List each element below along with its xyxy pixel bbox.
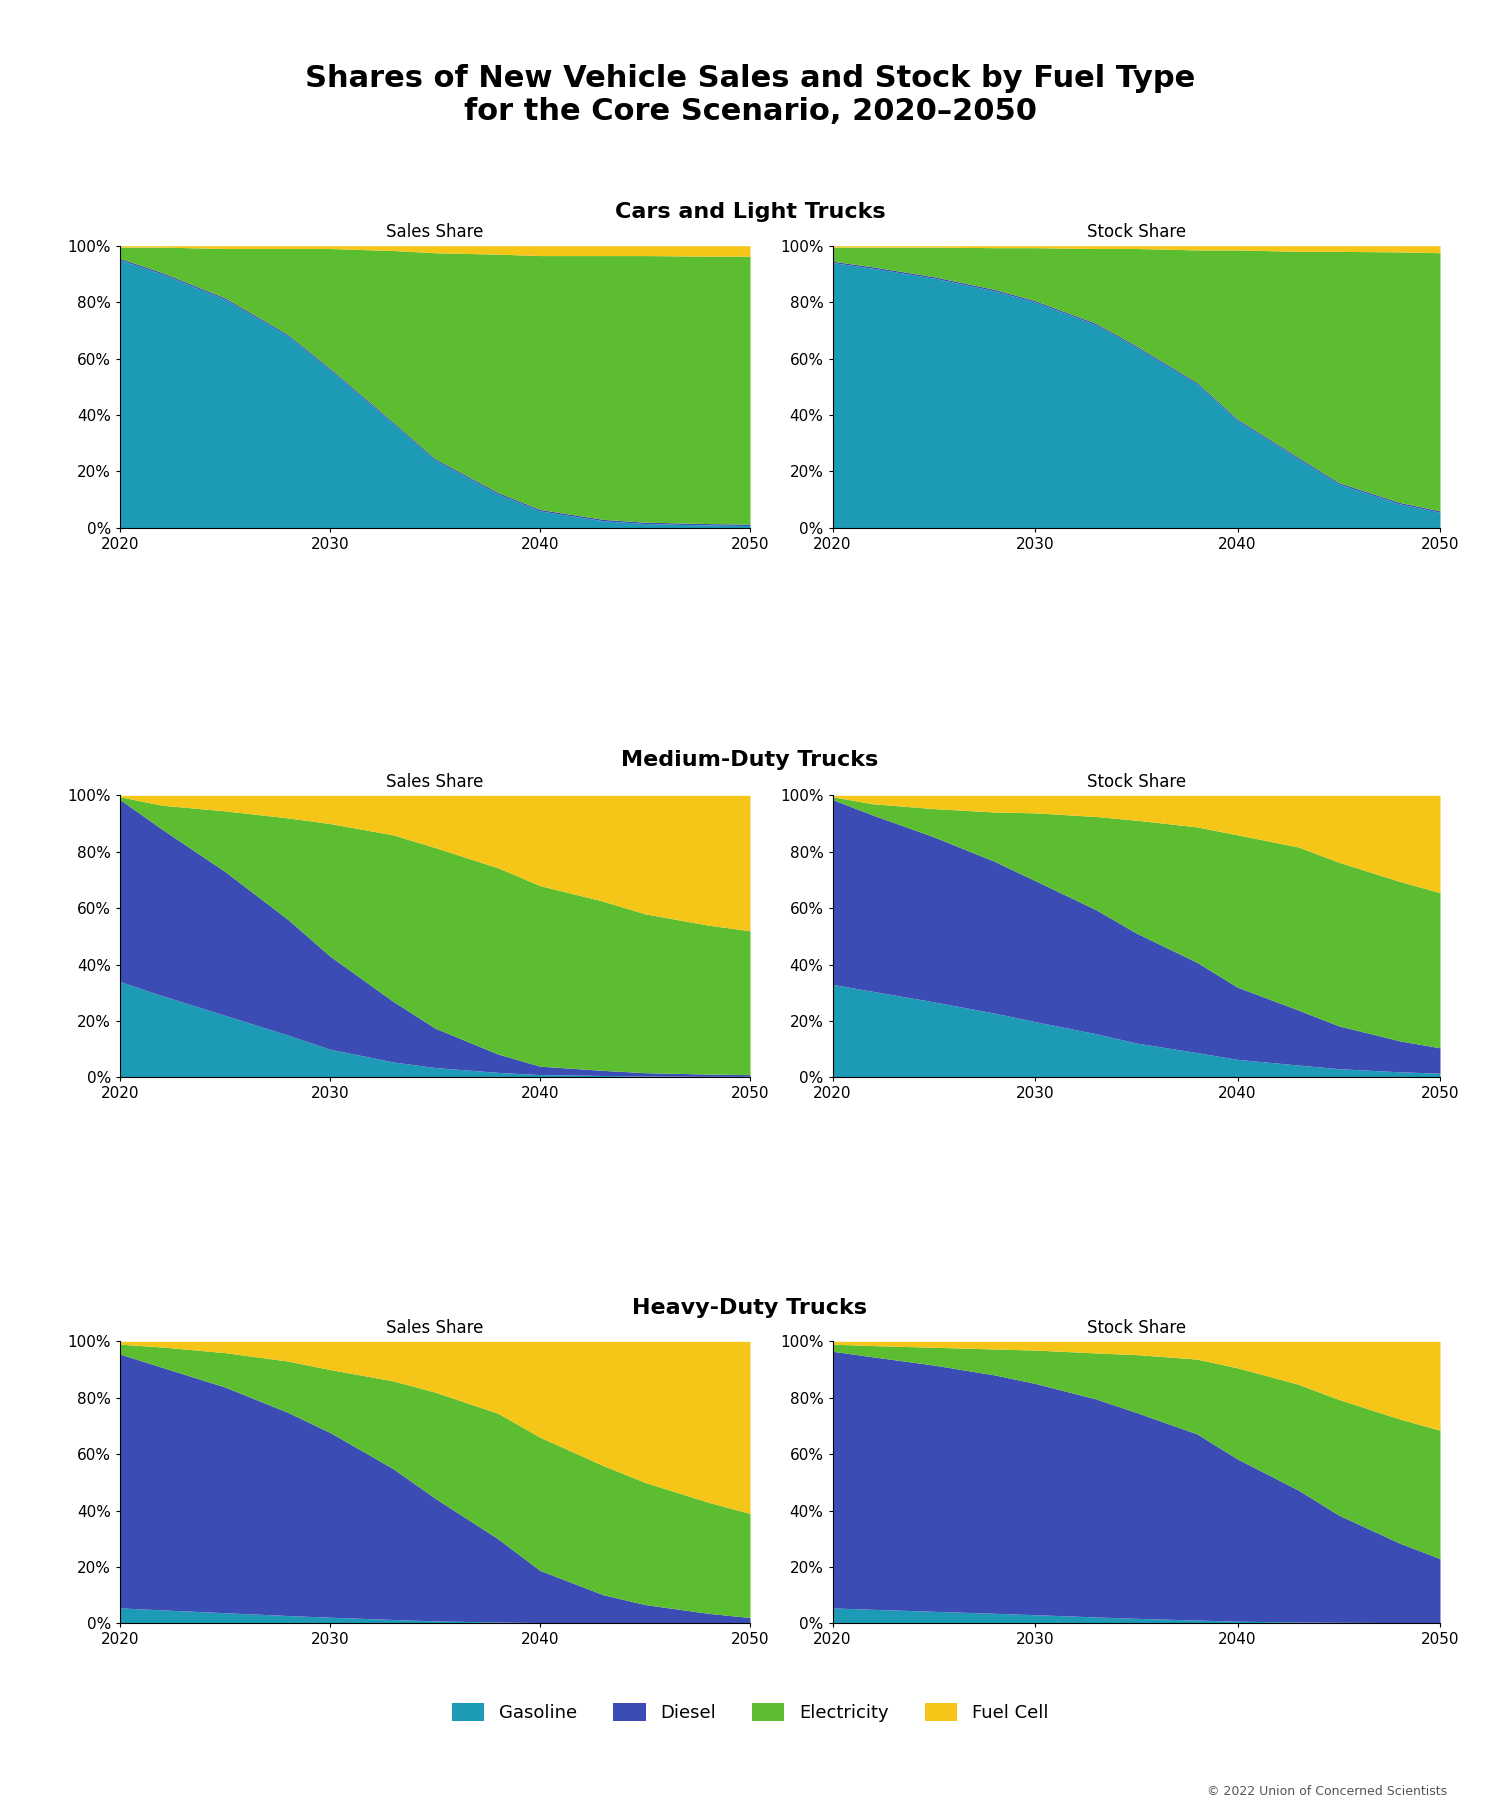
Title: Stock Share: Stock Share <box>1086 1320 1186 1338</box>
Text: Heavy-Duty Trucks: Heavy-Duty Trucks <box>633 1298 867 1318</box>
Text: © 2022 Union of Concerned Scientists: © 2022 Union of Concerned Scientists <box>1208 1785 1448 1798</box>
Title: Sales Share: Sales Share <box>387 224 483 242</box>
Text: Cars and Light Trucks: Cars and Light Trucks <box>615 202 885 222</box>
Text: Shares of New Vehicle Sales and Stock by Fuel Type
for the Core Scenario, 2020–2: Shares of New Vehicle Sales and Stock by… <box>304 64 1196 126</box>
Title: Sales Share: Sales Share <box>387 1320 483 1338</box>
Title: Stock Share: Stock Share <box>1086 224 1186 242</box>
Legend: Gasoline, Diesel, Electricity, Fuel Cell: Gasoline, Diesel, Electricity, Fuel Cell <box>444 1694 1056 1729</box>
Text: Medium-Duty Trucks: Medium-Duty Trucks <box>621 750 879 770</box>
Title: Stock Share: Stock Share <box>1086 774 1186 792</box>
Title: Sales Share: Sales Share <box>387 774 483 792</box>
